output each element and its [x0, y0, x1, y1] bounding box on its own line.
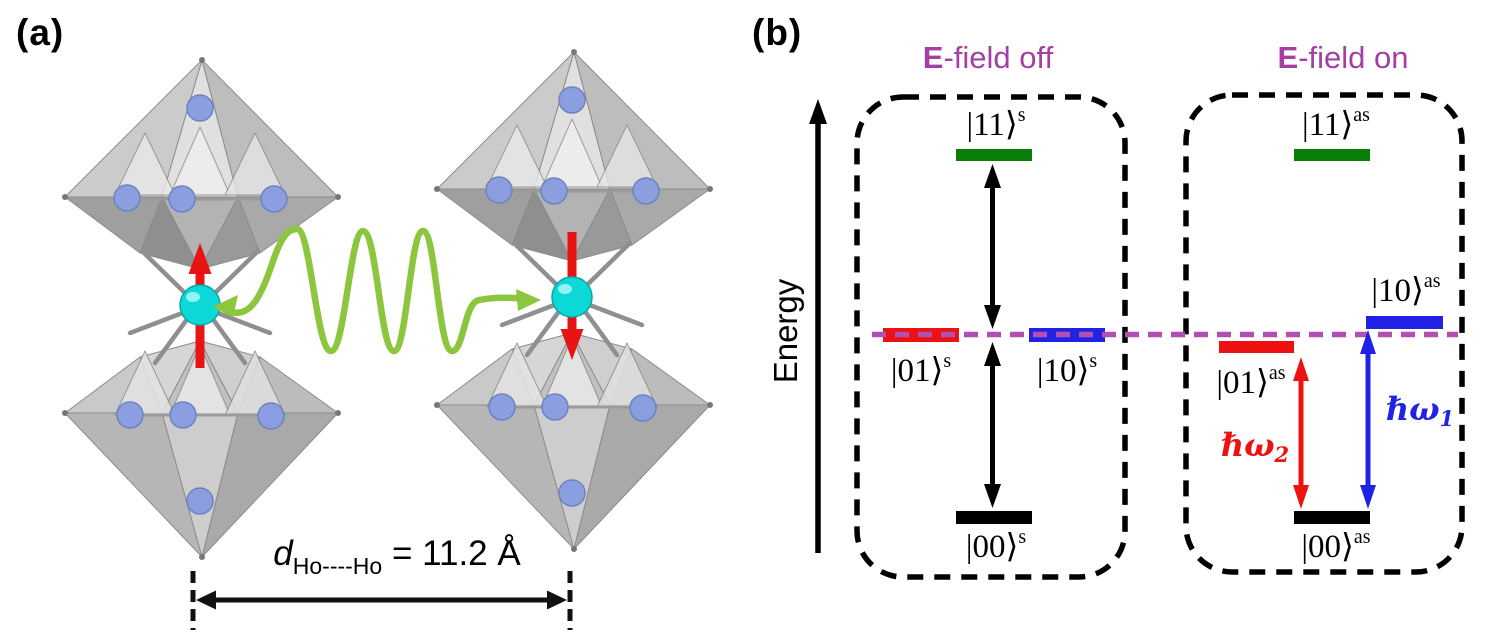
distance-arrowhead-right — [547, 590, 567, 610]
panel-a-structure — [62, 49, 713, 630]
transition-arrow-lower-off — [984, 342, 1001, 508]
state-label-00s: |00⟩s — [965, 526, 1027, 565]
state-label-10s: |10⟩s — [1036, 350, 1098, 389]
wave-arrowhead-right — [516, 289, 541, 311]
field-on-rest: -field on — [1298, 40, 1409, 75]
field-off-title: E-field off — [923, 40, 1053, 76]
coupling-wave — [212, 225, 541, 355]
level-bar-00s — [956, 511, 1032, 524]
state-label-11s: |11⟩s — [966, 104, 1026, 143]
coupling-wave-path — [220, 225, 530, 355]
field-off-rest: -field off — [943, 40, 1054, 75]
state-label-01s: |01⟩s — [890, 350, 952, 389]
distance-value: = 11.2 Å — [382, 534, 521, 573]
level-bar-01as — [1219, 341, 1294, 353]
transition-arrow-omega1 — [1360, 330, 1376, 509]
state-label-00as: |00⟩as — [1301, 526, 1371, 565]
state-label-01as: |01⟩as — [1216, 362, 1286, 401]
panel-a-label: (a) — [16, 12, 65, 53]
distance-symbol: d — [273, 534, 293, 573]
state-box-field-on — [1183, 92, 1465, 575]
distance-arrowhead-left — [196, 590, 216, 610]
field-on-bold-e: E — [1277, 40, 1299, 75]
field-off-bold-e: E — [922, 40, 944, 75]
photon-label-omega2: ℏω2 — [1220, 426, 1290, 467]
distance-annotation — [190, 571, 573, 630]
distance-label: dHo----Ho = 11.2 Å — [273, 534, 644, 580]
state-label-10as: |10⟩as — [1371, 270, 1441, 309]
level-bar-00as — [1294, 511, 1370, 524]
state-label-11as: |11⟩as — [1302, 104, 1370, 143]
level-bar-10as — [1366, 316, 1443, 329]
panel-b-energy-diagram — [809, 92, 1465, 580]
energy-axis-label: Energy — [767, 278, 804, 384]
photon-label-omega1: ℏω1 — [1385, 390, 1455, 431]
panel-b-label: (b) — [752, 12, 803, 53]
ho-atom-right — [551, 276, 593, 318]
wave-arrowhead-left — [212, 295, 238, 317]
transition-arrow-omega2 — [1293, 357, 1309, 509]
field-on-title: E-field on — [1278, 40, 1409, 76]
energy-axis-arrow — [809, 99, 827, 553]
distance-subscript: Ho----Ho — [292, 553, 383, 579]
transition-arrow-upper-off — [984, 164, 1001, 329]
level-bar-11as — [1294, 149, 1370, 161]
ho-atom-left — [179, 284, 221, 326]
level-bar-11s — [956, 149, 1032, 161]
